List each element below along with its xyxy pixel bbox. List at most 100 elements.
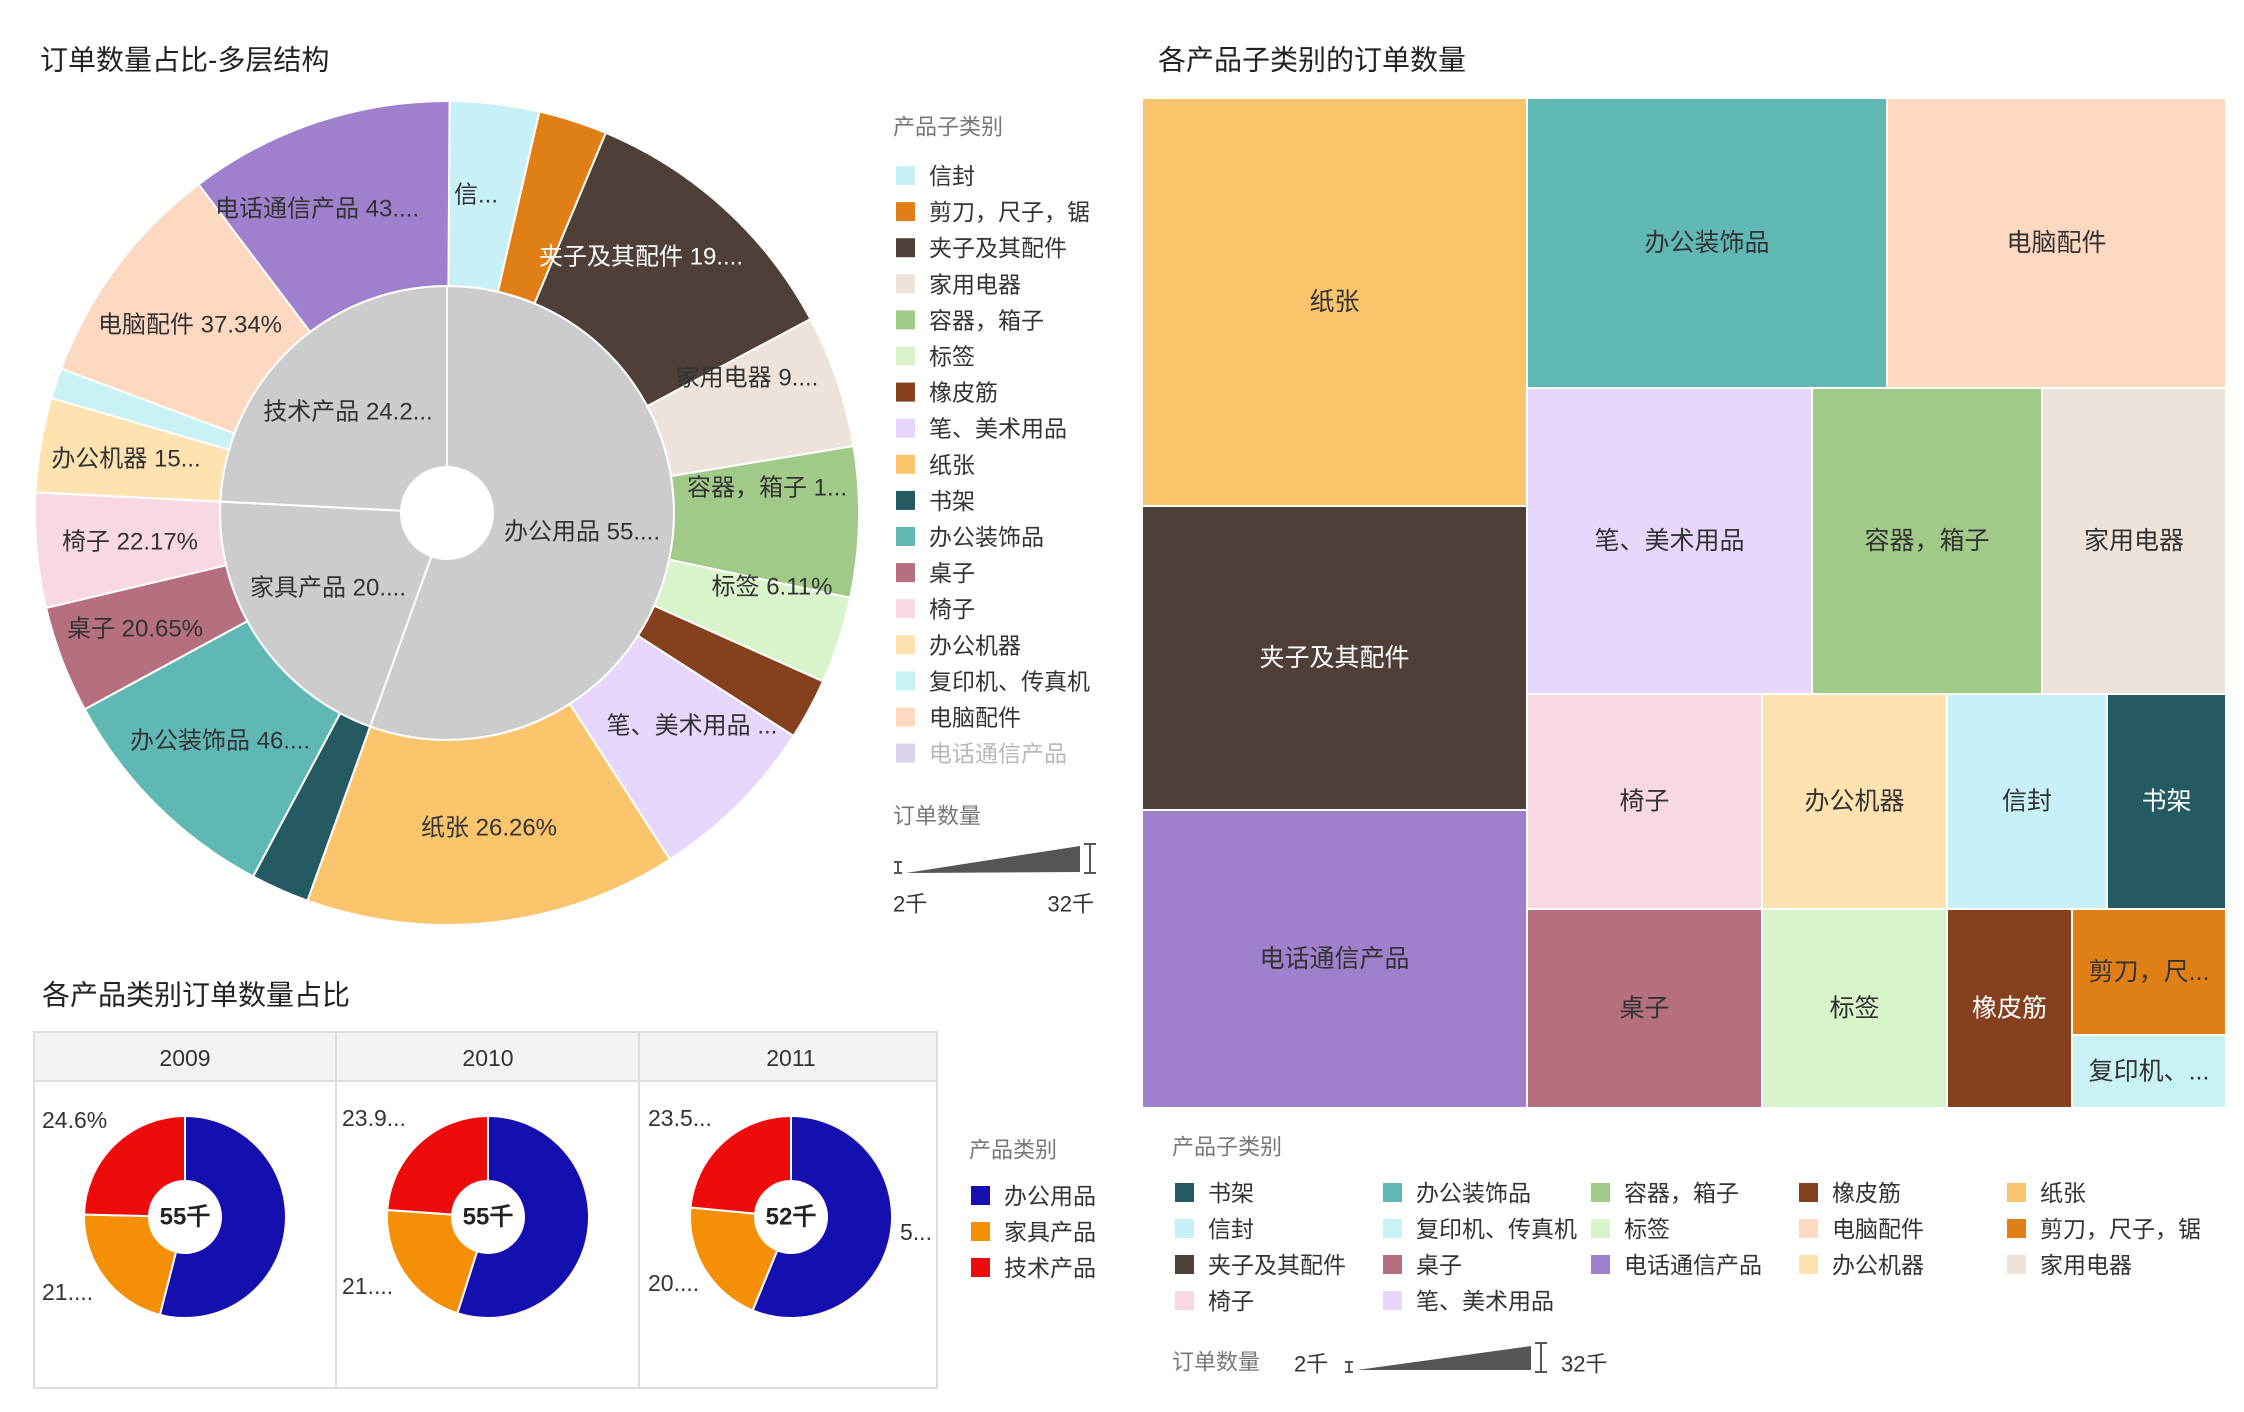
legend-label: 信封 bbox=[929, 163, 975, 189]
sunburst-legend-item[interactable]: 容器，箱子 bbox=[896, 307, 1044, 333]
treemap-cell-label: 信封 bbox=[2002, 788, 2052, 816]
sunburst-outer-label: 纸张 26.26% bbox=[421, 815, 557, 842]
treemap-legend-item[interactable]: 笔、美术用品 bbox=[1383, 1288, 1554, 1314]
legend-swatch bbox=[1383, 1183, 1402, 1202]
legend-swatch bbox=[1591, 1183, 1610, 1202]
sunburst-outer-label: 笔、美术用品 ... bbox=[607, 713, 778, 740]
sunburst-outer-label: 办公机器 15... bbox=[51, 446, 200, 473]
sunburst-legend-item[interactable]: 电脑配件 bbox=[896, 705, 1021, 731]
legend-label: 复印机、传真机 bbox=[929, 668, 1090, 694]
legend-swatch bbox=[896, 491, 915, 510]
legend-swatch bbox=[1175, 1183, 1194, 1202]
treemap-cell-label: 家用电器 bbox=[2084, 527, 2184, 555]
sunburst-title: 订单数量占比-多层结构 bbox=[40, 45, 329, 76]
donut-slice-label: 23.9... bbox=[342, 1105, 406, 1131]
legend-swatch bbox=[2007, 1219, 2026, 1238]
legend-swatch bbox=[1591, 1255, 1610, 1274]
legend-label: 电脑配件 bbox=[929, 705, 1021, 731]
treemap-legend-item[interactable]: 容器，箱子 bbox=[1591, 1180, 1739, 1206]
legend-label: 容器，箱子 bbox=[929, 307, 1044, 333]
treemap-legend-item[interactable]: 纸张 bbox=[2007, 1180, 2086, 1206]
legend-swatch bbox=[896, 310, 915, 329]
sunburst-outer-label: 标签 6.11% bbox=[712, 574, 833, 601]
sunburst-legend-item[interactable]: 夹子及其配件 bbox=[896, 235, 1067, 261]
legend-label: 剪刀，尺子，锯 bbox=[929, 199, 1090, 225]
legend-swatch bbox=[896, 274, 915, 293]
sunburst-outer-label: 电话通信产品 43.... bbox=[215, 196, 419, 223]
legend-swatch bbox=[896, 635, 915, 654]
legend-label: 家用电器 bbox=[929, 271, 1021, 297]
sunburst-legend-item[interactable]: 复印机、传真机 bbox=[896, 668, 1090, 694]
facet-year-label: 2009 bbox=[159, 1045, 210, 1071]
treemap-legend-item[interactable]: 桌子 bbox=[1383, 1252, 1462, 1278]
legend-swatch bbox=[2007, 1255, 2026, 1274]
donuts-title: 各产品类别订单数量占比 bbox=[42, 980, 350, 1011]
donut-slice-label: 21.... bbox=[42, 1279, 93, 1305]
sunburst-inner-label: 家具产品 20.... bbox=[250, 575, 406, 602]
legend-swatch bbox=[896, 708, 915, 727]
donut-center-total: 55千 bbox=[160, 1204, 211, 1231]
sunburst-legend-item[interactable]: 纸张 bbox=[896, 452, 975, 478]
sunburst-outer-label: 家用电器 9.... bbox=[676, 365, 819, 392]
legend-label: 笔、美术用品 bbox=[1416, 1288, 1554, 1314]
sunburst-legend-item[interactable]: 家用电器 bbox=[896, 271, 1021, 297]
legend-swatch bbox=[896, 202, 915, 221]
treemap-legend-item[interactable]: 复印机、传真机 bbox=[1383, 1216, 1577, 1242]
sunburst-legend-item[interactable]: 办公装饰品 bbox=[896, 524, 1044, 550]
legend-swatch bbox=[1383, 1291, 1402, 1310]
legend-label: 书架 bbox=[929, 488, 975, 514]
size-legend-max: 32千 bbox=[1561, 1352, 1607, 1377]
treemap-legend-item[interactable]: 书架 bbox=[1175, 1180, 1254, 1206]
sunburst-legend-item[interactable]: 桌子 bbox=[896, 560, 975, 586]
legend-label: 剪刀，尺子，锯 bbox=[2040, 1216, 2201, 1242]
treemap-cell-label: 复印机、... bbox=[2089, 1058, 2210, 1086]
treemap-legend-item[interactable]: 椅子 bbox=[1175, 1288, 1254, 1314]
treemap-legend-item[interactable]: 电话通信产品 bbox=[1591, 1252, 1762, 1278]
donuts-legend-item[interactable]: 技术产品 bbox=[971, 1255, 1096, 1281]
sunburst-legend-item[interactable]: 信封 bbox=[896, 163, 975, 189]
sunburst-legend-item[interactable]: 标签 bbox=[896, 344, 975, 370]
sunburst-legend-item[interactable]: 办公机器 bbox=[896, 632, 1021, 658]
legend-label: 桌子 bbox=[929, 560, 975, 586]
legend-swatch bbox=[896, 744, 915, 763]
donuts-legend-title: 产品类别 bbox=[969, 1138, 1057, 1163]
sunburst-outer-label: 夹子及其配件 19.... bbox=[539, 244, 743, 271]
treemap-legend-item[interactable]: 办公装饰品 bbox=[1383, 1180, 1531, 1206]
sunburst-outer-label: 电脑配件 37.34% bbox=[98, 312, 282, 339]
sunburst-legend-item[interactable]: 椅子 bbox=[896, 596, 975, 622]
legend-label: 纸张 bbox=[929, 452, 975, 478]
treemap-legend-item[interactable]: 夹子及其配件 bbox=[1175, 1252, 1346, 1278]
treemap-legend-item[interactable]: 标签 bbox=[1591, 1216, 1670, 1242]
treemap-legend-item[interactable]: 电脑配件 bbox=[1799, 1216, 1924, 1242]
legend-swatch bbox=[896, 455, 915, 474]
sunburst-legend-item[interactable]: 电话通信产品 bbox=[896, 741, 1067, 767]
treemap-cell-label: 夹子及其配件 bbox=[1259, 644, 1409, 672]
size-legend-min: 2千 bbox=[893, 892, 927, 917]
donuts-legend-item[interactable]: 办公用品 bbox=[971, 1183, 1096, 1209]
legend-label: 纸张 bbox=[2040, 1180, 2086, 1206]
sunburst-outer-label: 桌子 20.65% bbox=[67, 616, 203, 643]
legend-swatch bbox=[1799, 1219, 1818, 1238]
legend-label: 椅子 bbox=[929, 596, 975, 622]
donuts-legend-item[interactable]: 家具产品 bbox=[971, 1219, 1096, 1245]
treemap-legend-item[interactable]: 家用电器 bbox=[2007, 1252, 2132, 1278]
treemap-cell-label: 纸张 bbox=[1309, 288, 1359, 316]
sunburst-legend-title: 产品子类别 bbox=[893, 115, 1003, 140]
sunburst-legend-item[interactable]: 橡皮筋 bbox=[896, 380, 998, 406]
size-legend-min-marker bbox=[1345, 1362, 1353, 1372]
size-legend-min: 2千 bbox=[1294, 1352, 1328, 1377]
donut-slice-label: 24.6% bbox=[42, 1107, 107, 1133]
legend-swatch bbox=[1799, 1183, 1818, 1202]
sunburst-legend-item[interactable]: 书架 bbox=[896, 488, 975, 514]
treemap-cell-label: 书架 bbox=[2141, 788, 2191, 816]
treemap-legend-item[interactable]: 剪刀，尺子，锯 bbox=[2007, 1216, 2201, 1242]
treemap-cell-label: 橡皮筋 bbox=[1972, 995, 2047, 1023]
sunburst-legend-item[interactable]: 剪刀，尺子，锯 bbox=[896, 199, 1090, 225]
legend-swatch bbox=[2007, 1183, 2026, 1202]
treemap-legend-item[interactable]: 信封 bbox=[1175, 1216, 1254, 1242]
treemap-legend-item[interactable]: 橡皮筋 bbox=[1799, 1180, 1901, 1206]
treemap-legend-item[interactable]: 办公机器 bbox=[1799, 1252, 1924, 1278]
size-legend-max-marker bbox=[1084, 844, 1096, 873]
sunburst-legend-item[interactable]: 笔、美术用品 bbox=[896, 416, 1067, 442]
